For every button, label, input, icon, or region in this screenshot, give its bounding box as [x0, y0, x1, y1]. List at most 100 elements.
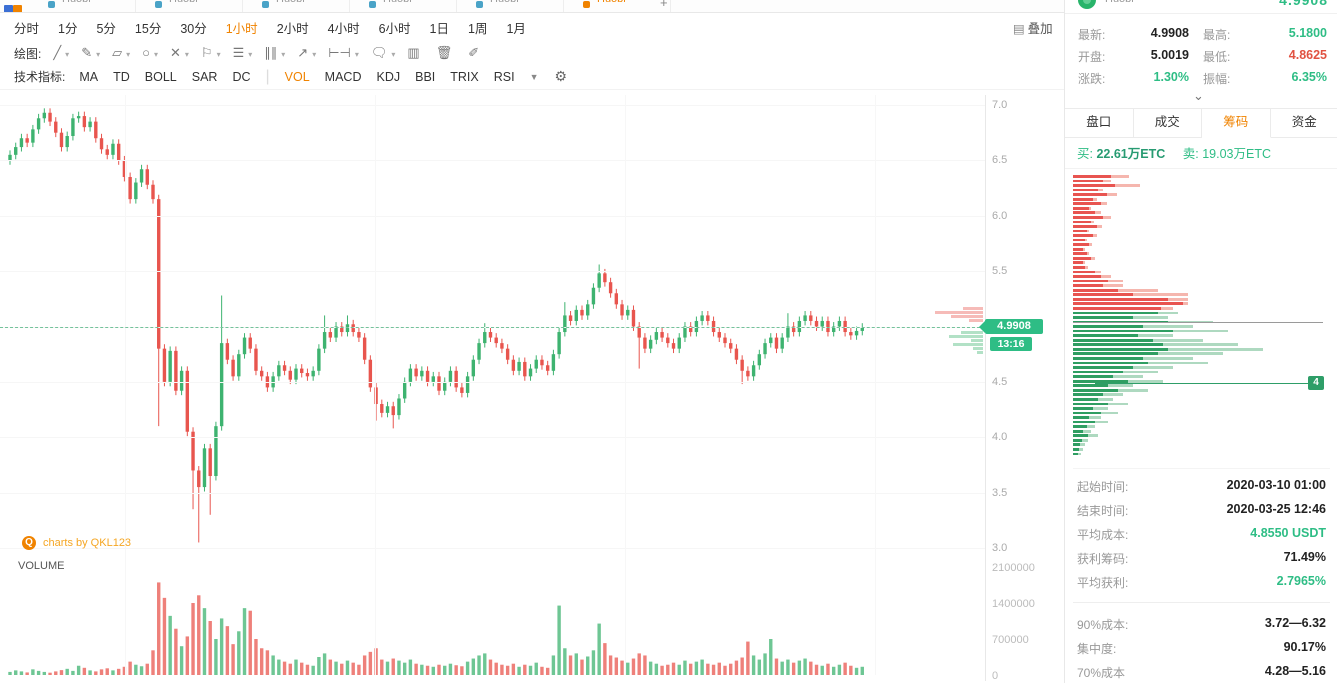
- pin-flag-tool-caret[interactable]: ▾: [216, 50, 221, 59]
- chip-bar-red-light: [1089, 206, 1091, 210]
- chip-bar-green: [1073, 366, 1133, 369]
- exchange-tab-5[interactable]: Huobi: [456, 0, 564, 12]
- exchange-tab-2[interactable]: Huobi: [135, 0, 243, 12]
- axis-profile-bar: [971, 339, 983, 342]
- timeframe-15分[interactable]: 15分: [134, 21, 162, 36]
- pin-flag-tool-icon[interactable]: ⚐: [200, 45, 213, 60]
- timeframe-分时[interactable]: 分时: [14, 21, 40, 36]
- indicator-separator: |: [265, 67, 270, 85]
- shape-tool-icon[interactable]: ▱: [112, 45, 123, 60]
- exchange-tab-4[interactable]: Huobi: [349, 0, 457, 12]
- measure-tool-caret[interactable]: ▾: [354, 50, 359, 59]
- trash-tool-icon[interactable]: 🗑: [435, 45, 453, 60]
- timeframe-1月[interactable]: 1月: [506, 21, 526, 36]
- arrow-tool-caret[interactable]: ▾: [312, 50, 317, 59]
- timeframe-30分[interactable]: 30分: [180, 21, 207, 36]
- indicators-row-label: 技术指标:: [14, 70, 66, 84]
- market-side-panel: Huobi 4.9908 最新: 4.9908 最高: 5.1800 开盘: 5.0019…: [1064, 0, 1337, 683]
- panel-tab-筹码[interactable]: 筹码: [1202, 109, 1271, 138]
- chip-bar-green: [1073, 320, 1168, 324]
- timeframe-6小时[interactable]: 6小时: [378, 21, 411, 36]
- logo-icon[interactable]: [4, 1, 28, 12]
- chip-bar-red: [1073, 234, 1093, 237]
- panel-tab-资金[interactable]: 资金: [1270, 109, 1337, 137]
- candlestick-chart[interactable]: [0, 90, 1064, 683]
- chip-bar-red-light: [1091, 220, 1094, 224]
- orange-grid-icon: [13, 5, 22, 12]
- watermark-text: charts by QKL123: [43, 537, 132, 549]
- bar-pattern-tool-icon[interactable]: ▥: [407, 45, 420, 60]
- collapse-chevron-icon[interactable]: ⌄: [1193, 88, 1204, 103]
- indicator-TRIX[interactable]: TRIX: [450, 69, 479, 84]
- chip-bar-green-light: [1118, 388, 1148, 392]
- panel-tab-盘口[interactable]: 盘口: [1065, 109, 1134, 137]
- add-tab-button[interactable]: +: [660, 0, 668, 10]
- vertical-lines-tool-icon[interactable]: ∥∥: [264, 45, 278, 60]
- timeframe-1日[interactable]: 1日: [429, 21, 449, 36]
- chip-bar-red: [1073, 279, 1108, 283]
- chip-bar-red: [1073, 193, 1107, 196]
- info-value: 90.17%: [1283, 640, 1326, 654]
- gridline: [0, 437, 985, 439]
- indicator-TD[interactable]: TD: [113, 69, 130, 84]
- comment-tool-caret[interactable]: ▾: [391, 50, 396, 59]
- chip-bar-red: [1073, 206, 1089, 210]
- axis-profile-bar: [973, 347, 983, 350]
- circle-tool-caret[interactable]: ▾: [153, 50, 158, 59]
- timeframe-4小时[interactable]: 4小时: [327, 21, 360, 36]
- timeframe-5分[interactable]: 5分: [96, 21, 116, 36]
- pencil-tool-caret[interactable]: ▾: [96, 50, 101, 59]
- exchange-tab-1[interactable]: Huobi: [28, 0, 136, 12]
- measure-tool-icon[interactable]: ⊢⊣: [328, 45, 351, 60]
- timeframe-1分[interactable]: 1分: [58, 21, 78, 36]
- chip-bar-red-light: [1089, 243, 1092, 247]
- info-value: 2020-03-25 12:46: [1226, 502, 1326, 516]
- indicator-KDJ[interactable]: KDJ: [376, 69, 401, 84]
- info-row: 起始时间: 2020-03-10 01:00: [1077, 478, 1326, 498]
- cross-tool-caret[interactable]: ▾: [184, 50, 189, 59]
- arrow-tool-icon[interactable]: ↗: [297, 45, 309, 60]
- tab-dot-icon: [476, 1, 483, 8]
- buy-value: 22.61万ETC: [1096, 147, 1166, 161]
- chart-canvas[interactable]: [0, 90, 1064, 683]
- vertical-lines-tool-caret[interactable]: ▾: [281, 50, 286, 59]
- cross-tool-icon[interactable]: ✕: [170, 45, 181, 60]
- overlay-button[interactable]: ▤ 叠加: [1012, 21, 1053, 36]
- indicator-BBI[interactable]: BBI: [415, 69, 436, 84]
- chip-bar-green: [1073, 402, 1108, 406]
- last-time-badge: 13:16: [990, 337, 1032, 351]
- buy-sell-summary: 买: 22.61万ETC 卖: 19.03万ETC: [1077, 143, 1271, 162]
- exchange-tab-3[interactable]: Huobi: [242, 0, 350, 12]
- line-tool-caret[interactable]: ▾: [65, 50, 70, 59]
- exchange-tab-6[interactable]: Huobi: [563, 0, 671, 12]
- circle-tool-icon[interactable]: ○: [142, 45, 150, 60]
- timeframe-2小时[interactable]: 2小时: [276, 21, 309, 36]
- indicator-DC[interactable]: DC: [232, 69, 251, 84]
- eraser-tool-icon[interactable]: ✐: [468, 45, 480, 60]
- pencil-tool-icon[interactable]: ✎: [81, 45, 93, 60]
- indicator-VOL[interactable]: VOL: [284, 69, 310, 84]
- panel-tab-成交[interactable]: 成交: [1133, 109, 1202, 137]
- chip-bar-green-light: [1168, 347, 1263, 351]
- indicator-MACD[interactable]: MACD: [324, 69, 362, 84]
- indicator-SAR[interactable]: SAR: [191, 69, 218, 84]
- line-tool-icon[interactable]: ╱: [53, 45, 62, 60]
- indicator-MA[interactable]: MA: [79, 69, 99, 84]
- comment-tool-icon[interactable]: 🗨: [370, 45, 388, 60]
- timeframe-1周[interactable]: 1周: [468, 21, 488, 36]
- chip-bar-red-light: [1085, 238, 1087, 242]
- indicator-settings-gear-icon[interactable]: ⚙: [554, 68, 568, 84]
- tab-dot-icon: [155, 1, 162, 8]
- horizontal-lines-tool-icon[interactable]: ☰: [232, 45, 245, 60]
- tab-label: Huobi: [490, 0, 519, 5]
- indicator-dropdown-caret[interactable]: ▼: [529, 71, 539, 82]
- stat-value: 5.1800: [1288, 26, 1327, 40]
- chip-bar-green: [1073, 448, 1079, 451]
- indicator-RSI[interactable]: RSI: [493, 69, 515, 84]
- indicator-BOLL[interactable]: BOLL: [144, 69, 177, 84]
- info-label: 90%成本:: [1077, 618, 1129, 632]
- shape-tool-caret[interactable]: ▾: [126, 50, 131, 59]
- horizontal-lines-tool-caret[interactable]: ▾: [248, 50, 253, 59]
- price-tick-label: 6.0: [992, 209, 1008, 222]
- timeframe-1小时[interactable]: 1小时: [225, 21, 258, 36]
